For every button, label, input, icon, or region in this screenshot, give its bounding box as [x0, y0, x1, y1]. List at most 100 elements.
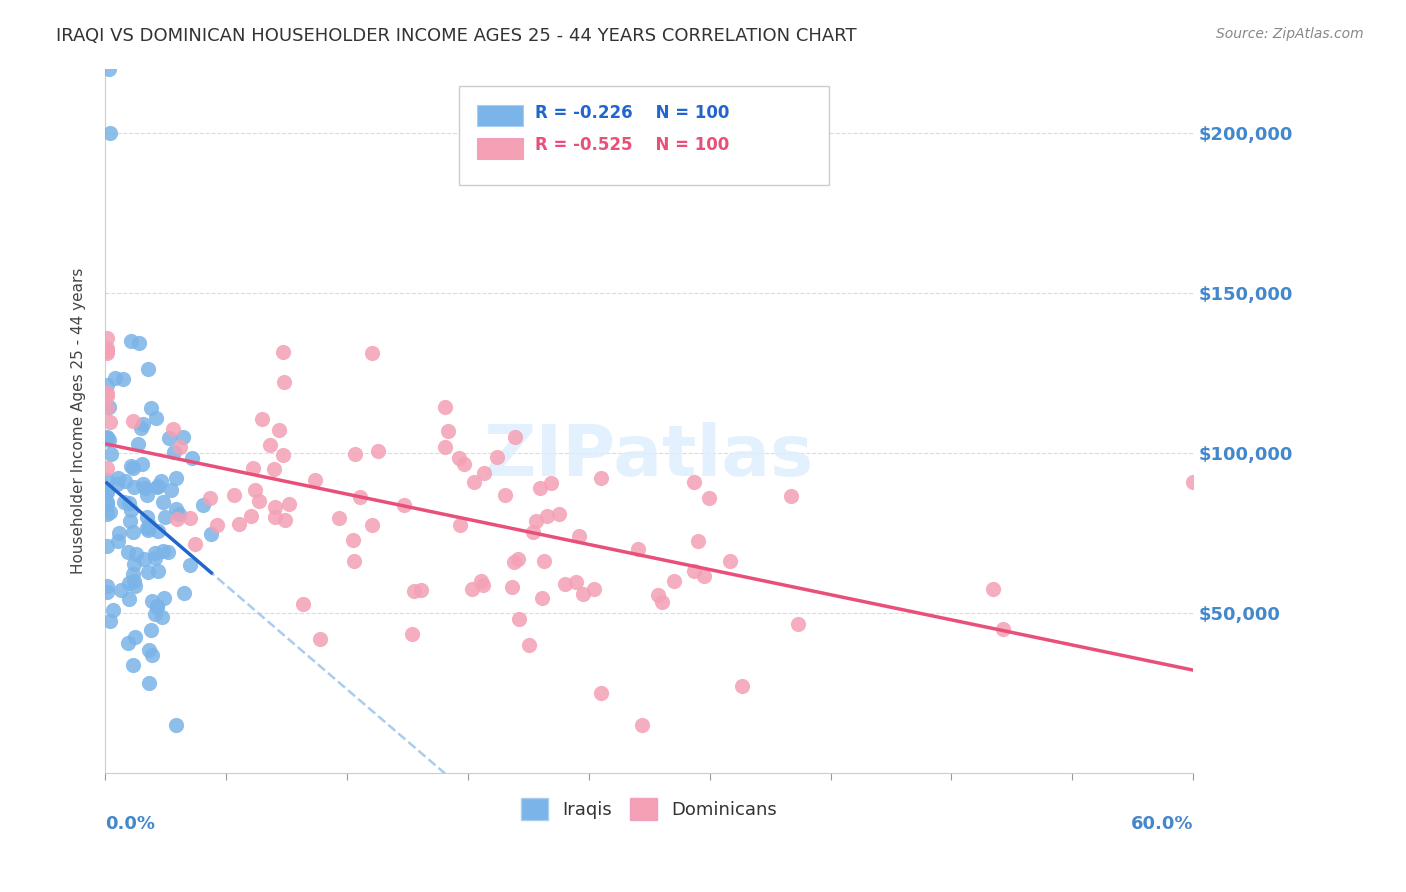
- Point: [97, 433, 120, 447]
- Point: [304, 473, 326, 487]
- Point: [529, 481, 551, 495]
- Point: [531, 591, 554, 605]
- Point: [96, 585, 118, 599]
- Point: [117, 636, 139, 650]
- Point: [117, 545, 139, 559]
- Point: [96, 430, 118, 444]
- Point: [686, 533, 709, 548]
- Point: [981, 582, 1004, 596]
- Point: [169, 440, 191, 454]
- Point: [96, 389, 118, 403]
- Point: [138, 518, 160, 533]
- Point: [112, 494, 135, 508]
- Point: [162, 422, 184, 436]
- Point: [150, 474, 173, 488]
- Point: [122, 558, 145, 572]
- Point: [309, 632, 332, 647]
- Point: [96, 507, 118, 521]
- Point: [96, 345, 118, 359]
- Point: [568, 528, 591, 542]
- Point: [120, 458, 142, 473]
- Point: [96, 343, 118, 358]
- Point: [184, 536, 207, 550]
- Point: [522, 524, 544, 539]
- Point: [100, 447, 122, 461]
- Point: [145, 599, 167, 613]
- Point: [120, 503, 142, 517]
- Point: [524, 515, 547, 529]
- Point: [124, 579, 146, 593]
- Point: [135, 521, 157, 535]
- Point: [263, 461, 285, 475]
- Point: [731, 679, 754, 693]
- Point: [165, 718, 187, 732]
- Point: [150, 610, 173, 624]
- Point: [173, 586, 195, 600]
- Point: [264, 510, 287, 524]
- Point: [207, 517, 229, 532]
- Point: [449, 451, 471, 466]
- Point: [132, 477, 155, 491]
- Point: [181, 450, 204, 465]
- Point: [198, 491, 221, 505]
- Point: [122, 524, 145, 539]
- Point: [273, 513, 295, 527]
- Point: [409, 582, 432, 597]
- Point: [486, 450, 509, 465]
- Point: [145, 480, 167, 494]
- Point: [166, 511, 188, 525]
- Point: [96, 473, 118, 487]
- Point: [472, 467, 495, 481]
- Text: IRAQI VS DOMINICAN HOUSEHOLDER INCOME AGES 25 - 44 YEARS CORRELATION CHART: IRAQI VS DOMINICAN HOUSEHOLDER INCOME AG…: [56, 27, 856, 45]
- Point: [243, 483, 266, 498]
- Point: [143, 546, 166, 560]
- Point: [136, 565, 159, 579]
- Point: [278, 497, 301, 511]
- Point: [200, 527, 222, 541]
- Point: [682, 475, 704, 489]
- Point: [110, 583, 132, 598]
- Point: [240, 508, 263, 523]
- Text: Source: ZipAtlas.com: Source: ZipAtlas.com: [1216, 27, 1364, 41]
- Point: [342, 533, 364, 547]
- Bar: [477, 137, 523, 159]
- Point: [96, 484, 118, 499]
- Point: [273, 375, 295, 389]
- Point: [179, 511, 201, 525]
- Point: [264, 500, 287, 515]
- Point: [141, 648, 163, 662]
- Point: [718, 554, 741, 568]
- FancyBboxPatch shape: [458, 87, 828, 185]
- Point: [169, 507, 191, 521]
- Point: [98, 505, 121, 519]
- Point: [501, 580, 523, 594]
- Text: R = -0.226    N = 100: R = -0.226 N = 100: [534, 103, 730, 122]
- Point: [271, 448, 294, 462]
- Point: [564, 574, 586, 589]
- Point: [152, 543, 174, 558]
- Point: [146, 479, 169, 493]
- Point: [96, 401, 118, 415]
- Point: [360, 346, 382, 360]
- Point: [693, 569, 716, 583]
- Point: [107, 471, 129, 485]
- Point: [105, 477, 128, 491]
- Point: [128, 336, 150, 351]
- Point: [1182, 475, 1205, 489]
- Point: [139, 623, 162, 637]
- Point: [96, 461, 118, 475]
- Point: [153, 510, 176, 524]
- Point: [697, 491, 720, 506]
- Point: [394, 499, 416, 513]
- Text: 0.0%: 0.0%: [105, 815, 155, 833]
- Point: [146, 564, 169, 578]
- Point: [165, 471, 187, 485]
- Point: [120, 334, 142, 349]
- Point: [540, 475, 562, 490]
- Point: [508, 612, 530, 626]
- Point: [463, 475, 485, 489]
- Point: [131, 457, 153, 471]
- Point: [651, 595, 673, 609]
- Point: [122, 480, 145, 494]
- Point: [134, 481, 156, 495]
